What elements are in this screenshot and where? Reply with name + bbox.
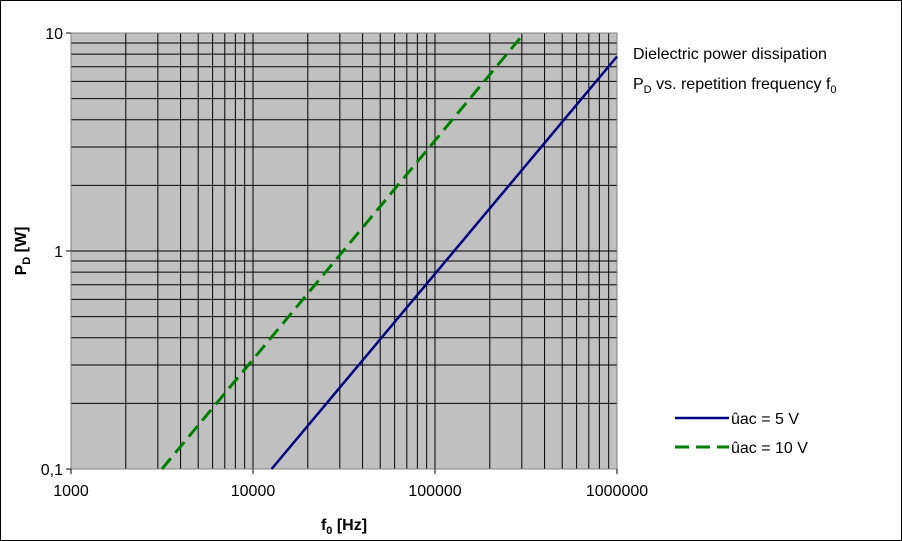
annotation-line-2: PD vs. repetition frequency f0 — [633, 76, 837, 96]
series-line-1 — [160, 32, 526, 470]
legend-label-10v: ûac = 10 V — [731, 440, 808, 457]
series-line-0 — [270, 55, 618, 470]
y-tick-label: 10 — [45, 26, 63, 43]
legend-label-5v: ûac = 5 V — [731, 411, 799, 428]
tick-labels: 1000 10000 100000 1000000 0,1 1 10 — [41, 26, 648, 500]
y-tick-label: 0,1 — [41, 462, 63, 479]
x-tick-label: 10000 — [231, 483, 276, 500]
x-tick-label: 1000 — [53, 483, 89, 500]
series-group — [160, 32, 618, 470]
x-axis-label: f0 [Hz] — [321, 517, 367, 537]
y-tick-label: 1 — [54, 244, 63, 261]
legend: ûac = 5 V ûac = 10 V — [675, 411, 808, 457]
x-tick-label: 100000 — [408, 483, 461, 500]
x-tick-label: 1000000 — [586, 483, 648, 500]
grid-lines — [71, 33, 617, 469]
y-axis-label: PD [W] — [13, 227, 33, 276]
annotation-line-1: Dielectric power dissipation — [633, 46, 827, 63]
